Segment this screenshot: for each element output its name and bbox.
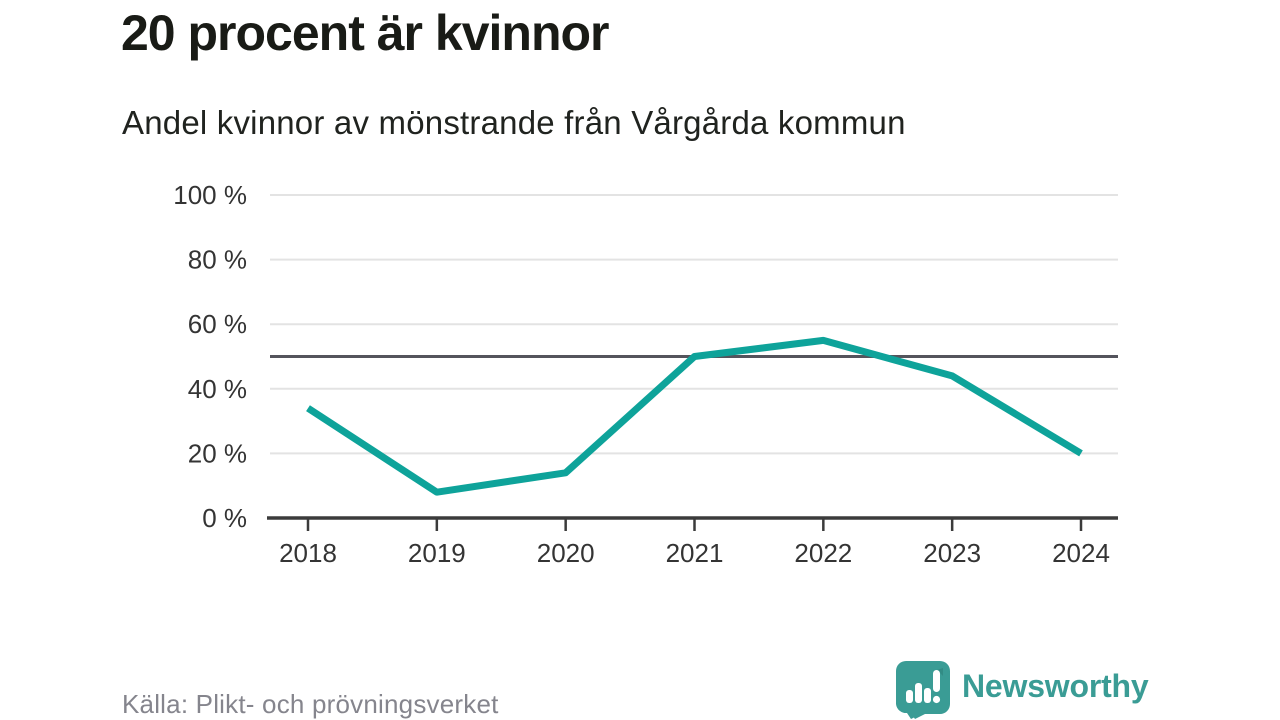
page-title: 20 procent är kvinnor (121, 5, 609, 61)
x-tick-label: 2020 (537, 538, 595, 568)
bar-2 (915, 683, 922, 703)
bar-1 (906, 690, 913, 703)
data-line (306, 336, 1083, 496)
bubble-tail (910, 712, 929, 719)
source-caption: Källa: Plikt- och prövningsverket (122, 689, 499, 719)
x-tick-label: 2023 (923, 538, 981, 568)
speech-bubble-bar-chart-icon (896, 661, 950, 719)
exclamation-bar (933, 670, 940, 692)
newsworthy-logo: Newsworthy (896, 661, 1149, 719)
bar-3 (924, 688, 931, 703)
y-tick-label: 80 % (188, 245, 247, 275)
y-tick-label: 40 % (188, 374, 247, 404)
y-tick-label: 20 % (188, 438, 247, 468)
page-subtitle: Andel kvinnor av mönstrande från Vårgård… (122, 104, 906, 141)
y-tick-label: 100 % (173, 180, 247, 210)
y-tick-label: 0 % (202, 503, 247, 533)
exclamation-dot (932, 695, 941, 704)
newsworthy-wordmark: Newsworthy (962, 668, 1149, 704)
x-tick-label: 2021 (666, 538, 724, 568)
x-tick-label: 2018 (279, 538, 337, 568)
x-tick-label: 2024 (1052, 538, 1110, 568)
y-tick-label: 60 % (188, 309, 247, 339)
bubble-shadow (937, 668, 943, 676)
x-tick-label: 2019 (408, 538, 466, 568)
x-tick-label: 2022 (794, 538, 852, 568)
